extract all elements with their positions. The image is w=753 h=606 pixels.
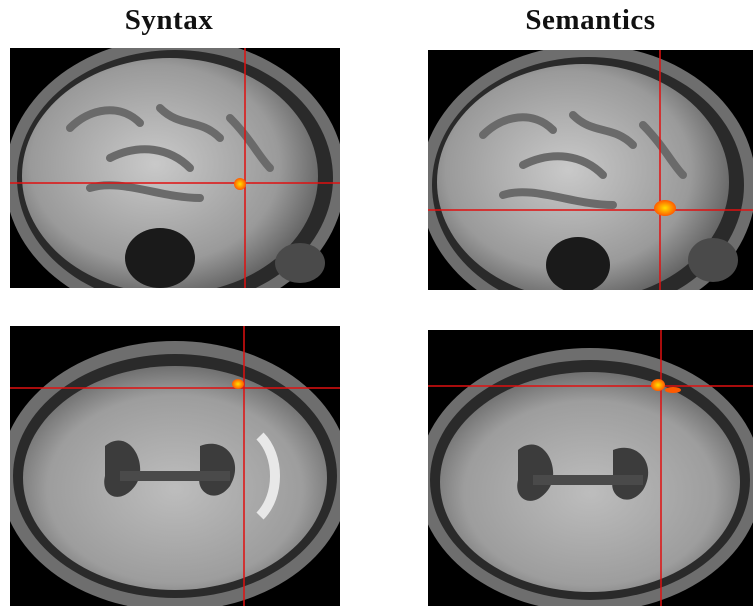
- sagittal-syntax-brain-image: [10, 48, 340, 288]
- axial-semantics-brain-image: [428, 330, 753, 606]
- axial-semantics-mri-panel: [428, 330, 753, 606]
- syntax-column-title: Syntax: [124, 4, 214, 36]
- activation-blob-secondary: [665, 387, 681, 393]
- activation-blob: [651, 379, 665, 391]
- axial-syntax-brain-image: [10, 326, 340, 606]
- activation-blob: [654, 200, 676, 216]
- axial-syntax-mri-panel: [10, 326, 340, 606]
- sagittal-semantics-mri-panel: [428, 50, 753, 290]
- activation-blob: [232, 379, 244, 389]
- sagittal-syntax-mri-panel: [10, 48, 340, 288]
- sagittal-semantics-brain-image: [428, 50, 753, 290]
- semantics-column-title: Semantics: [525, 4, 656, 36]
- activation-blob: [234, 178, 246, 190]
